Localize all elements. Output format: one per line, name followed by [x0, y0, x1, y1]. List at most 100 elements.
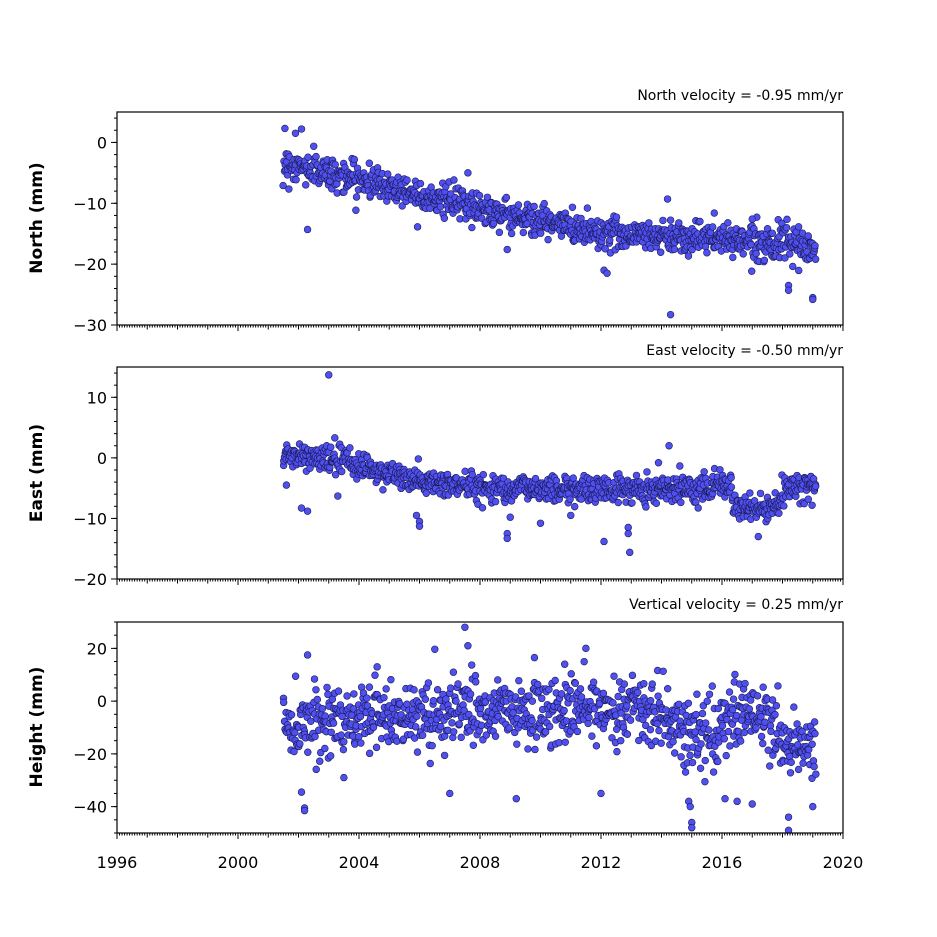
data-point — [491, 497, 500, 506]
outlier-point — [412, 511, 421, 520]
outlier-point — [506, 513, 514, 521]
data-point — [696, 217, 704, 226]
data-point — [517, 687, 526, 695]
data-point — [642, 721, 650, 730]
data-point — [468, 470, 477, 479]
data-point — [365, 749, 374, 758]
outlier-point — [686, 802, 694, 811]
data-point — [663, 684, 672, 693]
data-point — [745, 705, 754, 713]
data-point — [551, 676, 559, 685]
outlier-point — [297, 788, 306, 796]
y-tick-label: −30 — [73, 316, 107, 335]
outlier-point — [464, 169, 472, 177]
data-point — [536, 229, 545, 237]
data-point — [659, 667, 667, 675]
data-point — [588, 732, 596, 740]
outlier-point — [582, 644, 590, 653]
data-point — [340, 738, 348, 746]
data-point — [545, 722, 554, 731]
outlier-point — [297, 125, 306, 133]
data-point — [693, 690, 701, 698]
data-point — [413, 223, 422, 231]
data-point — [642, 503, 650, 511]
data-point — [455, 720, 463, 728]
y-tick-label: −20 — [73, 745, 107, 764]
data-point — [772, 702, 781, 710]
data-point — [731, 670, 739, 679]
data-point — [304, 153, 312, 161]
data-point — [483, 193, 492, 201]
data-point — [429, 697, 438, 705]
data-point — [722, 751, 730, 760]
outlier-point — [784, 286, 793, 295]
data-point — [790, 703, 798, 711]
data-point — [580, 657, 588, 666]
outlier-point — [560, 660, 569, 668]
data-point — [654, 692, 662, 700]
data-point — [494, 676, 502, 684]
outlier-point — [567, 511, 575, 520]
data-point — [599, 689, 608, 698]
data-point — [740, 728, 749, 737]
data-point — [316, 757, 324, 765]
data-point — [489, 219, 498, 228]
data-point — [478, 504, 487, 512]
data-point — [702, 719, 710, 727]
outlier-point — [654, 459, 663, 467]
data-point — [352, 193, 361, 201]
data-point — [560, 706, 568, 715]
data-point — [589, 678, 598, 686]
data-point — [528, 716, 536, 725]
data-point — [469, 741, 478, 749]
data-point — [696, 764, 705, 773]
outlier-point — [331, 434, 339, 442]
data-point — [692, 735, 700, 744]
data-point — [753, 692, 762, 700]
data-point — [729, 253, 737, 262]
data-point — [440, 214, 449, 222]
data-point — [775, 509, 783, 517]
data-point — [728, 705, 737, 714]
outlier-point — [300, 806, 309, 815]
data-point — [768, 696, 777, 704]
data-points — [279, 124, 820, 319]
outlier-point — [603, 269, 611, 277]
data-point — [709, 768, 718, 776]
data-point — [346, 444, 354, 452]
data-point — [495, 228, 504, 237]
data-point — [311, 732, 319, 741]
data-point — [416, 179, 425, 188]
data-point — [494, 712, 502, 721]
data-point — [363, 694, 371, 702]
data-point — [421, 695, 430, 703]
data-point — [657, 739, 665, 747]
data-point — [684, 699, 693, 707]
data-point — [725, 688, 734, 696]
data-point — [524, 745, 532, 753]
y-tick-label: 10 — [87, 388, 107, 407]
data-point — [714, 757, 722, 766]
x-tick-label: 2004 — [339, 853, 380, 872]
data-point — [799, 759, 807, 767]
data-point — [766, 762, 774, 770]
outlier-point — [624, 529, 632, 538]
data-point — [610, 672, 618, 680]
data-point — [433, 685, 442, 694]
data-point — [557, 690, 566, 698]
outlier-point — [325, 371, 333, 379]
data-point — [710, 209, 718, 217]
data-point — [727, 474, 735, 482]
data-point — [422, 489, 430, 497]
data-point — [643, 468, 651, 476]
data-point — [635, 736, 643, 745]
outlier-point — [784, 813, 793, 821]
data-point — [513, 740, 521, 748]
east-panel-title: East velocity = -0.50 mm/yr — [646, 343, 843, 359]
outlier-point — [503, 245, 511, 254]
outlier-point — [754, 532, 762, 541]
data-point — [729, 695, 738, 703]
data-point — [331, 471, 340, 479]
outlier-point — [784, 826, 793, 833]
data-point — [748, 267, 756, 275]
